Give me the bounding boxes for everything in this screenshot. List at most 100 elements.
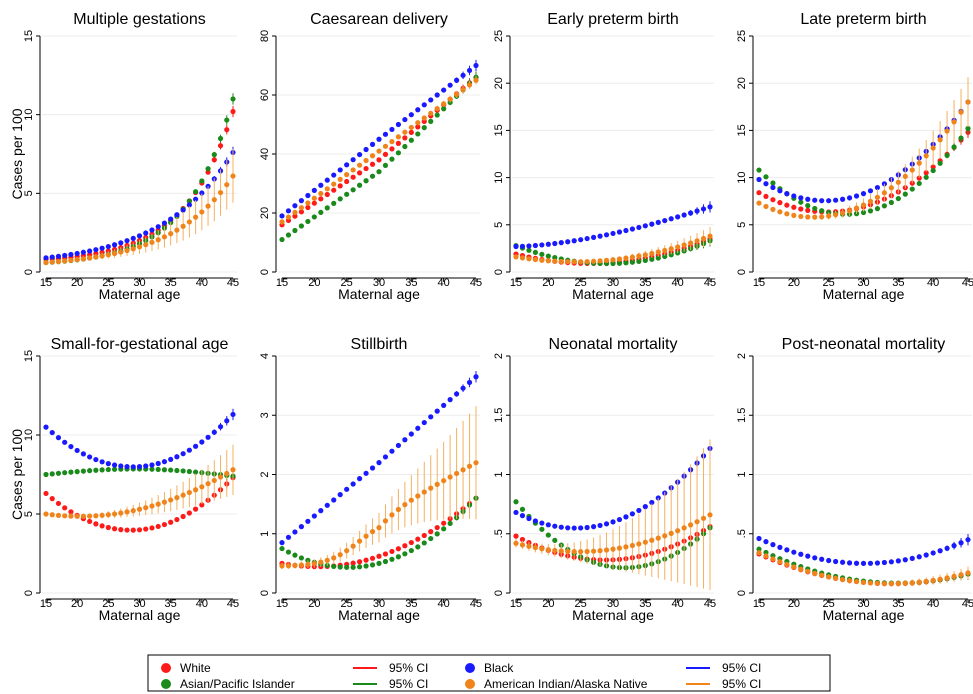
data-point (331, 555, 337, 561)
y-axis-label: Cases per 100 (9, 429, 25, 520)
y-tick-label: 2 (259, 471, 271, 477)
data-point (597, 233, 603, 239)
data-point (603, 257, 610, 263)
data-point (124, 527, 130, 533)
data-point (193, 469, 199, 475)
data-point (68, 469, 74, 475)
data-point (819, 556, 825, 562)
data-point (519, 513, 526, 519)
data-point (777, 209, 783, 215)
data-point (161, 521, 168, 528)
x-tick-label: 40 (196, 598, 208, 610)
data-point (363, 165, 369, 172)
data-point (205, 481, 211, 487)
x-tick-label: 30 (857, 277, 869, 289)
data-point (186, 468, 192, 475)
data-point (331, 172, 337, 178)
x-axis-label: Maternal age (823, 607, 905, 623)
data-point (770, 197, 776, 203)
data-point (408, 547, 414, 554)
data-point (791, 549, 797, 555)
data-point (519, 255, 526, 261)
y-tick-label: 0 (736, 269, 748, 275)
x-tick-label: 35 (892, 598, 904, 610)
data-point (603, 547, 610, 553)
data-point (578, 549, 584, 555)
data-point (460, 72, 466, 78)
data-point (473, 77, 479, 83)
data-point (111, 462, 118, 468)
data-point (363, 470, 369, 476)
data-point (217, 474, 224, 480)
data-point (860, 202, 867, 208)
data-point (923, 578, 929, 584)
data-point (369, 161, 376, 167)
data-point (279, 545, 285, 552)
data-point (937, 137, 943, 143)
data-point (812, 214, 818, 220)
data-point (199, 209, 205, 215)
data-point (428, 414, 434, 420)
x-tick-label: 25 (575, 277, 587, 289)
data-point (591, 258, 597, 264)
data-point (784, 191, 790, 197)
data-point (43, 259, 49, 266)
data-point (791, 212, 797, 218)
data-point (867, 188, 874, 194)
x-tick-label: 25 (823, 598, 835, 610)
y-tick-label: 80 (259, 30, 271, 42)
series-black (279, 371, 479, 546)
data-point (337, 564, 343, 570)
data-point (441, 87, 447, 93)
panel-2: 0 20 40 60 80 15 20 25 30 35 40 45 Caesarean deliver… (259, 11, 482, 302)
data-point (199, 502, 205, 508)
data-point (909, 186, 915, 192)
data-point (211, 197, 217, 203)
data-point (513, 509, 519, 516)
data-point (230, 411, 236, 418)
data-point (532, 256, 539, 263)
panel-8: 0 .5 1 1.5 2 15 20 25 30 35 40 45 Post-neonatal mort… (736, 336, 973, 623)
data-point (642, 257, 648, 264)
legend-item: 95% CI (686, 661, 761, 675)
x-axis-label: Maternal age (823, 286, 905, 302)
data-point (350, 187, 356, 193)
data-point (357, 564, 363, 570)
data-point (350, 481, 356, 487)
data-point (376, 560, 382, 566)
data-point (298, 524, 304, 530)
data-point (43, 424, 49, 430)
data-point (408, 497, 414, 503)
data-point (337, 167, 343, 173)
data-point (770, 206, 776, 212)
data-point (867, 560, 874, 566)
series-american-indian-alaska-native (279, 406, 479, 570)
data-point (552, 547, 558, 554)
data-point (55, 253, 62, 259)
data-point (80, 256, 86, 262)
data-point (180, 223, 186, 229)
data-point (860, 191, 867, 197)
data-point (344, 564, 350, 570)
data-point (526, 515, 532, 522)
data-point (434, 524, 440, 531)
data-point (454, 77, 460, 83)
data-point (902, 173, 908, 179)
data-point (337, 183, 343, 189)
data-point (853, 205, 860, 211)
data-point (74, 250, 80, 257)
data-point (369, 555, 376, 561)
data-point (526, 243, 532, 249)
data-point (846, 195, 853, 201)
data-point (80, 468, 86, 474)
data-point (584, 258, 590, 265)
data-point (447, 82, 453, 88)
series-american-indian-alaska-native (43, 444, 236, 519)
data-point (565, 239, 571, 245)
data-point (603, 232, 610, 238)
y-tick-label: 25 (493, 30, 505, 42)
data-point (93, 456, 99, 463)
data-point (87, 518, 93, 525)
data-point (763, 203, 769, 210)
